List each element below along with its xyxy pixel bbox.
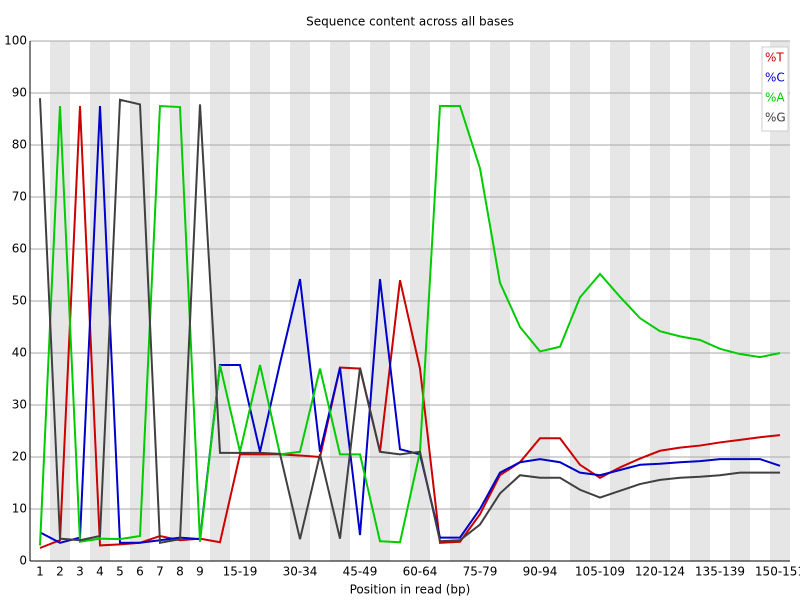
x-tick-label: 4 — [96, 565, 104, 579]
legend-label: %A — [765, 91, 785, 105]
x-tick-label: 105-109 — [575, 565, 625, 579]
legend-label: %T — [765, 51, 784, 65]
x-tick-label: 5 — [116, 565, 124, 579]
y-tick-label: 0 — [19, 554, 27, 568]
x-tick-label: 75-79 — [463, 565, 498, 579]
x-tick-label: 135-139 — [695, 565, 745, 579]
series-line — [39, 105, 781, 544]
y-tick-label: 80 — [12, 138, 27, 152]
x-tick-label: 90-94 — [523, 565, 558, 579]
x-tick-label: 2 — [56, 565, 64, 579]
x-tick-label: 150-151 — [755, 565, 800, 579]
series-line — [39, 104, 781, 546]
x-tick-label: 3 — [76, 565, 84, 579]
legend: %T %C %A %G — [761, 46, 789, 132]
y-tick-label: 40 — [12, 346, 27, 360]
series-line — [39, 98, 780, 544]
chart-title: Sequence content across all bases — [306, 15, 514, 29]
legend-box — [761, 46, 789, 132]
y-tick-label: 90 — [12, 86, 27, 100]
y-tick-label: 100 — [4, 34, 27, 48]
x-tick-label: 9 — [196, 565, 204, 579]
legend-label: %G — [765, 111, 786, 125]
x-axis-label: Position in read (bp) — [350, 583, 471, 597]
legend-label: %C — [765, 71, 785, 85]
x-tick-label: 6 — [136, 565, 144, 579]
series-line — [39, 105, 781, 549]
x-tick-label: 1 — [36, 565, 44, 579]
y-tick-label: 60 — [12, 242, 27, 256]
y-tick-label: 30 — [12, 398, 27, 412]
x-tick-label: 45-49 — [343, 565, 378, 579]
x-tick-label: 8 — [176, 565, 184, 579]
x-tick-label: 60-64 — [403, 565, 438, 579]
y-tick-label: 70 — [12, 190, 27, 204]
x-tick-label: 30-34 — [283, 565, 318, 579]
y-tick-label: 50 — [12, 294, 27, 308]
x-tick-label: 7 — [156, 565, 164, 579]
x-tick-label: 120-124 — [635, 565, 685, 579]
x-tick-label: 15-19 — [223, 565, 258, 579]
y-tick-label: 10 — [12, 502, 27, 516]
y-tick-label: 20 — [12, 450, 27, 464]
